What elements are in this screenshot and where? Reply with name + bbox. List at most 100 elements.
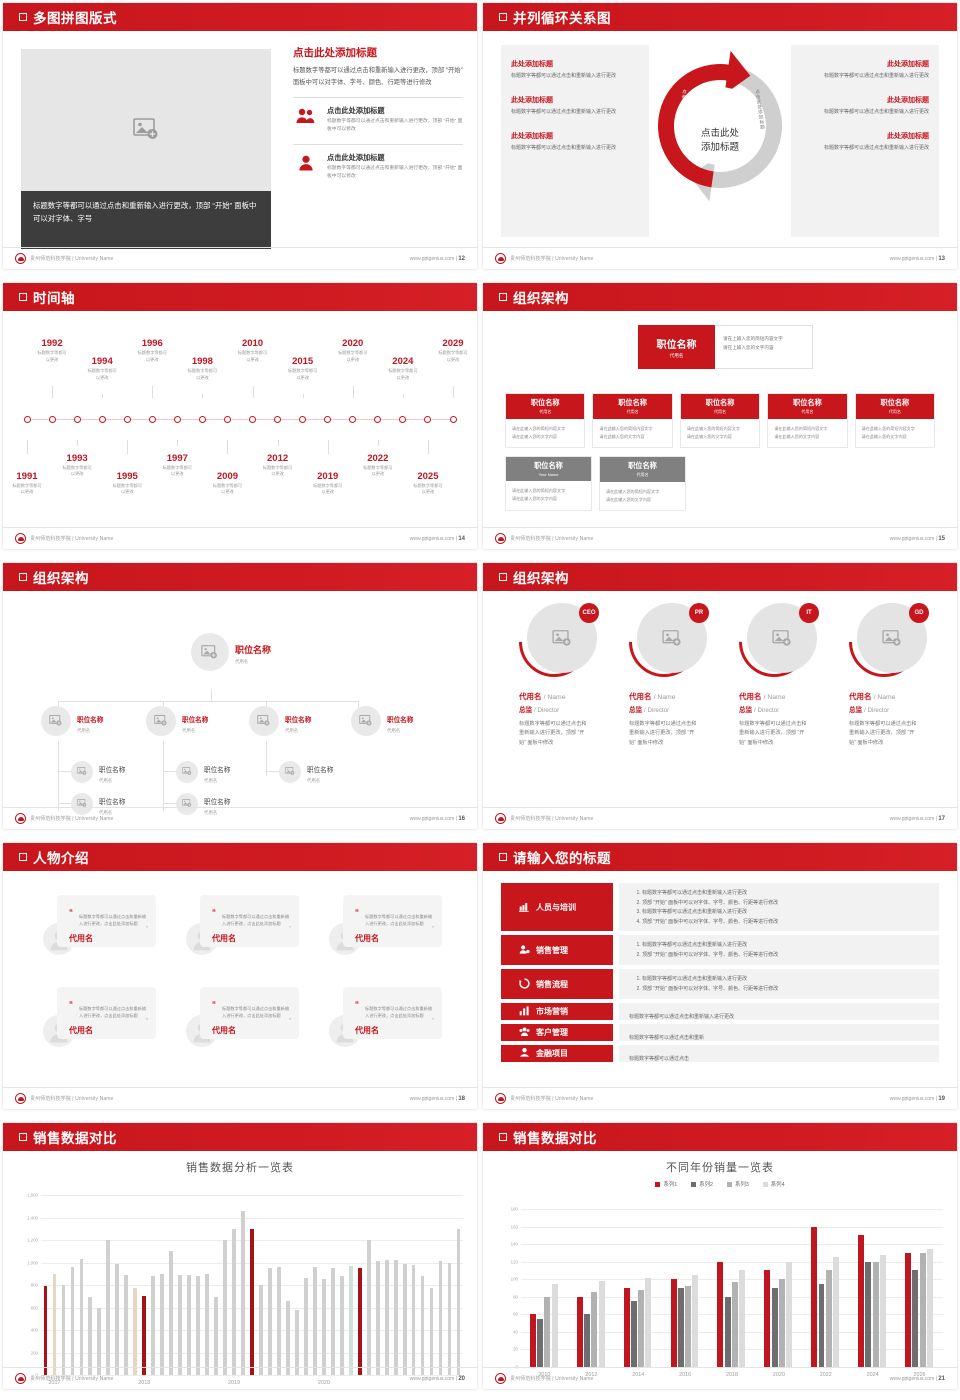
org-tree-node[interactable]: 职位名称 代用名: [191, 633, 271, 671]
timeline-dot[interactable]: [349, 415, 357, 423]
timeline-dot[interactable]: [48, 415, 56, 423]
org-card[interactable]: 职位名称 代用名 请在此输入您的简短内容文字 请在此输入您的文字内容: [505, 393, 586, 448]
text-block[interactable]: 此处添加标题 标题数字等都可以通过点击和重新输入进行更改: [801, 59, 929, 81]
timeline-entry[interactable]: 1996 标题数字等都可 以更改: [126, 338, 178, 363]
timeline-entry[interactable]: 2009 标题数字等都可 以更改: [201, 471, 253, 496]
testimonial-card[interactable]: “ 标题数字等都可以通过点击和重新输入进行更改，点击此处添加标题” 代用名: [43, 895, 156, 955]
legend-item[interactable]: 系列1: [655, 1180, 677, 1188]
testimonial-card[interactable]: “ 标题数字等都可以通过点击和重新输入进行更改，点击此处添加标题” 代用名: [43, 987, 156, 1047]
text-block[interactable]: 此处添加标题 标题数字等都可以通过点击和重新输入进行更改: [511, 95, 639, 117]
timeline-dot[interactable]: [73, 415, 81, 423]
org-card[interactable]: 职位名称 代用名 请在此输入您的简短内容文字 请在此输入您的文字内容: [854, 393, 936, 448]
testimonial-card[interactable]: “ 标题数字等都可以通过点击和重新输入进行更改，点击此处添加标题” 代用名: [329, 895, 442, 955]
timeline-dot[interactable]: [324, 415, 332, 423]
testimonial-card[interactable]: “ 标题数字等都可以通过点击和重新输入进行更改，点击此处添加标题” 代用名: [186, 987, 299, 1047]
slide-18[interactable]: 人物介绍 “标题数字等都可以通过点击和重新输入进行更改，点击此处添加标题” 代用名…: [0, 840, 480, 1120]
slide-14[interactable]: 时间轴 1992 标题数字等都可 以更改 1994 标题数字等都可 以更改 1996 标题数字…: [0, 280, 480, 560]
timeline-entry[interactable]: 1994 标题数字等都可 以更改: [76, 356, 128, 381]
org-tree-node[interactable]: 职位名称 代用名: [176, 759, 230, 784]
slide-15[interactable]: 组织架构 职位名称 代用名 请在上输入您的简短内容文字 请在上输入您的文字内容 …: [480, 280, 960, 560]
org-root[interactable]: 职位名称 代用名 请在上输入您的简短内容文字 请在上输入您的文字内容: [638, 325, 813, 369]
timeline-entry[interactable]: 2029 标题数字等都可 以更改: [427, 338, 477, 363]
category-row[interactable]: 销售管理 标题数字等都可以通过点击和重新输入进行更改顶部 “开始” 面板中可以对字…: [501, 935, 939, 965]
category-row[interactable]: 人员与培训标题数字等都可以通过点击和重新输入进行更改顶部 “开始” 面板中可以对…: [501, 883, 939, 931]
testimonial-card[interactable]: “ 标题数字等都可以通过点击和重新输入进行更改，点击此处添加标题” 代用名: [186, 895, 299, 955]
org-card[interactable]: 职位名称 代用名 请在此输入您的简短内容文字 请在此输入您的文字内容: [592, 393, 673, 448]
org-tree-node[interactable]: 职位名称 代用名: [71, 759, 125, 784]
timeline-entry[interactable]: 2015 标题数字等都可 以更改: [277, 356, 329, 381]
slide-19[interactable]: 请输入您的标题 人员与培训标题数字等都可以通过点击和重新输入进行更改顶部 “开始…: [480, 840, 960, 1120]
org-tree-node[interactable]: 职位名称 代用名: [279, 759, 333, 784]
timeline-dot[interactable]: [249, 415, 257, 423]
slide-20[interactable]: 销售数据对比 销售数据分析一览表 0 200 400 600 800 1,000 1,200…: [0, 1120, 480, 1400]
org-tree-node[interactable]: 职位名称 代用名: [176, 791, 230, 816]
timeline-entry[interactable]: 1991 标题数字等都可 以更改: [3, 471, 53, 496]
timeline-dot[interactable]: [148, 415, 156, 423]
timeline-dot[interactable]: [399, 415, 407, 423]
profile-avatar[interactable]: PR: [614, 592, 714, 692]
text-block[interactable]: 此处添加标题 标题数字等都可以通过点击和重新输入进行更改: [511, 131, 639, 153]
profile-avatar[interactable]: GD: [834, 592, 934, 692]
org-tree-node[interactable]: 职位名称 代用名: [249, 706, 311, 736]
category-tab[interactable]: 客户管理: [501, 1024, 613, 1041]
timeline-dot[interactable]: [98, 415, 106, 423]
timeline-entry[interactable]: 1997 标题数字等都可 以更改: [151, 453, 203, 478]
timeline-entry[interactable]: 2012 标题数字等都可 以更改: [252, 453, 304, 478]
profile-card[interactable]: IT 代用名 / Name 总监 / Director 标题数字等都可以通过点击和重新…: [724, 592, 832, 748]
timeline-dot[interactable]: [223, 415, 231, 423]
feature-item[interactable]: 点击此处添加标题 标题数字等都可以通过点击和重新输入进行更改，顶部 “开始” 面…: [293, 143, 463, 181]
timeline-dot[interactable]: [173, 415, 181, 423]
category-tab[interactable]: 人员与培训: [501, 883, 613, 931]
timeline-dot[interactable]: [198, 415, 206, 423]
timeline-dot[interactable]: [299, 415, 307, 423]
org-tree-node[interactable]: 职位名称 代用名: [351, 706, 413, 736]
category-tab[interactable]: 销售流程: [501, 969, 613, 999]
text-block[interactable]: 此处添加标题 标题数字等都可以通过点击和重新输入进行更改: [801, 131, 929, 153]
org-tree-node[interactable]: 职位名称 代用名: [41, 706, 103, 736]
legend-item[interactable]: 系列3: [727, 1180, 749, 1188]
org-tree-node[interactable]: 职位名称 代用名: [146, 706, 208, 736]
timeline-entry[interactable]: 1995 标题数字等都可 以更改: [101, 471, 153, 496]
org-card[interactable]: 职位名称 Your Name 请在此输入您的简短内容文字 请在此输入您的文字内容: [505, 456, 592, 511]
timeline-dot[interactable]: [274, 415, 282, 423]
timeline-entry[interactable]: 2019 标题数字等都可 以更改: [302, 471, 354, 496]
timeline-entry[interactable]: 1998 标题数字等都可 以更改: [176, 356, 228, 381]
timeline-dot[interactable]: [123, 415, 131, 423]
cycle-diagram[interactable]: 点击此处 添加标题 点击此处添加标题 点击此处添加标题: [649, 45, 791, 237]
timeline-entry[interactable]: 2024 标题数字等都可 以更改: [377, 356, 429, 381]
text-block[interactable]: 此处添加标题 标题数字等都可以通过点击和重新输入进行更改: [801, 95, 929, 117]
profile-avatar[interactable]: IT: [724, 592, 824, 692]
slide-13[interactable]: 并列循环关系图 此处添加标题 标题数字等都可以通过点击和重新输入进行更改 此处添加…: [480, 0, 960, 280]
profile-card[interactable]: CEO 代用名 / Name 总监 / Director 标题数字等都可以通过点击和重…: [504, 592, 612, 748]
timeline-entry[interactable]: 1992 标题数字等都可 以更改: [26, 338, 78, 363]
category-row[interactable]: 客户管理 标题数字等都可以通过点击和重新: [501, 1024, 939, 1041]
testimonial-card[interactable]: “ 标题数字等都可以通过点击和重新输入进行更改，点击此处添加标题” 代用名: [329, 987, 442, 1047]
timeline-dot[interactable]: [374, 415, 382, 423]
org-tree-node[interactable]: 职位名称 代用名: [71, 791, 125, 816]
profile-avatar[interactable]: CEO: [504, 592, 604, 692]
feature-item[interactable]: 点击此处添加标题 标题数字等都可以通过点击和重新输入进行更改，顶部 “开始” 面…: [293, 97, 463, 134]
slide-16[interactable]: 组织架构 职位名称 代用名 职位名称 代用名 职位名称 代用名 职位名称 代用名 职位名称 代用名…: [0, 560, 480, 840]
timeline-dot[interactable]: [424, 415, 432, 423]
legend-item[interactable]: 系列2: [691, 1180, 713, 1188]
timeline-entry[interactable]: 2010 标题数字等都可 以更改: [227, 338, 279, 363]
profile-card[interactable]: PR 代用名 / Name 总监 / Director 标题数字等都可以通过点击和重新…: [614, 592, 722, 748]
org-card[interactable]: 职位名称 代用名 请在此输入您的简短内容文字 请在此输入您的文字内容: [679, 393, 761, 448]
category-tab[interactable]: 销售管理: [501, 935, 613, 965]
timeline-dot[interactable]: [449, 415, 457, 423]
timeline-entry[interactable]: 2020 标题数字等都可 以更改: [327, 338, 379, 363]
timeline-entry[interactable]: 2022 标题数字等都可 以更改: [352, 453, 404, 478]
category-row[interactable]: 金融项目 标题数字等都可以通过点击: [501, 1045, 939, 1062]
timeline-dot[interactable]: [23, 415, 31, 423]
category-tab[interactable]: 市场营销: [501, 1003, 613, 1020]
timeline-entry[interactable]: 2025 标题数字等都可 以更改: [402, 471, 454, 496]
slide-21[interactable]: 销售数据对比 不同年份销量一览表 系列1 系列2 系列3 系列4 0 20 40 60 80 1…: [480, 1120, 960, 1400]
category-tab[interactable]: 金融项目: [501, 1045, 613, 1062]
org-card[interactable]: 职位名称 代用名 请在此输入您的简短内容文字 请在此输入您的文字内容: [767, 393, 848, 448]
text-block[interactable]: 此处添加标题 标题数字等都可以通过点击和重新输入进行更改: [511, 59, 639, 81]
slide-12[interactable]: 多图拼图版式 标题数字等都可以通过点击和重新输入进行更改，顶部 “开始” 面板中…: [0, 0, 480, 280]
category-row[interactable]: 销售流程 标题数字等都可以通过点击和重新输入进行更改顶部 “开始” 面板中可以对字…: [501, 969, 939, 999]
image-placeholder[interactable]: [21, 49, 271, 209]
legend-item[interactable]: 系列4: [762, 1180, 785, 1188]
org-card[interactable]: 职位名称 代用名 请在此输入您的简短内容文字 请在此输入您的文字内容: [599, 456, 686, 511]
